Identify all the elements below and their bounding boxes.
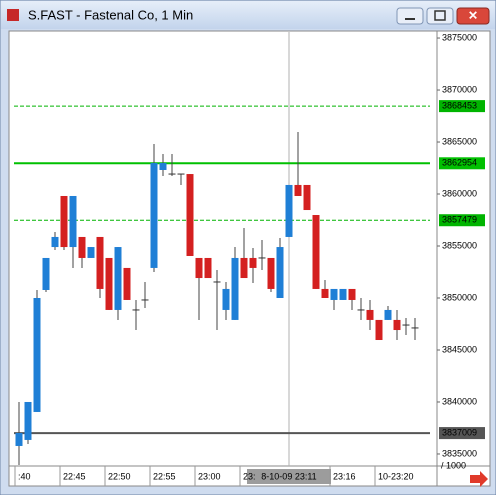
candle-body [24, 401, 32, 440]
candle-body [186, 174, 194, 256]
candle-body [123, 267, 131, 300]
candle-body [114, 247, 122, 310]
y-tick-label: 3870000 [442, 84, 477, 94]
candle-body [240, 257, 248, 279]
candle-body [339, 288, 347, 300]
candle-body [159, 163, 167, 170]
candle-body [132, 309, 140, 311]
x-tick-label: 22:55 [153, 471, 176, 481]
candle-body [96, 236, 104, 289]
candle-body [249, 257, 257, 268]
y-unit-label: / 1000 [441, 460, 466, 470]
candle-body [141, 299, 149, 301]
candle-body [177, 173, 185, 175]
candle-body [195, 257, 203, 279]
y-tick-label: 3855000 [442, 240, 477, 250]
crosshair-label: 8-10-09 23:11 [261, 471, 316, 481]
x-tick-label: 22:50 [108, 471, 131, 481]
candle-body [258, 257, 266, 259]
y-tick-label: 3840000 [442, 396, 477, 406]
candle-body [267, 257, 275, 289]
level-label-box [439, 427, 485, 440]
y-tick-label: 3845000 [442, 344, 477, 354]
candle-body [402, 324, 410, 326]
close-icon: ✕ [468, 9, 478, 23]
candle-body [168, 173, 176, 175]
candle-body [348, 288, 356, 300]
candle-body [42, 257, 50, 290]
level-label-box [439, 214, 485, 227]
candle-body [294, 184, 302, 196]
candle-body [366, 309, 374, 320]
x-tick-label: 23:00 [198, 471, 221, 481]
y-tick-label: 3865000 [442, 136, 477, 146]
candle-body [276, 247, 284, 298]
candle-body [15, 432, 23, 446]
crosshair-box [247, 469, 331, 484]
window-title: S.FAST - Fastenal Co, 1 Min [28, 7, 193, 22]
candle-body [375, 319, 383, 341]
candle-body [33, 297, 41, 412]
y-tick-label: 3875000 [442, 32, 477, 42]
scroll-arrow[interactable] [470, 471, 488, 487]
candle-body [312, 215, 320, 289]
maximize-icon [434, 10, 446, 21]
candle-body [222, 288, 230, 310]
x-tick-label: 22:45 [63, 471, 86, 481]
candle-body [321, 288, 329, 298]
candle-body [60, 195, 68, 248]
candle-body [150, 163, 158, 268]
candle-body [357, 309, 365, 311]
x-tick-label: 23:16 [333, 471, 356, 481]
y-tick-label: 3850000 [442, 292, 477, 302]
level-label: 3868453 [442, 100, 477, 110]
candle-body [87, 247, 95, 258]
y-tick-label: 3835000 [442, 448, 477, 458]
candle-body [69, 195, 77, 248]
level-label-box [439, 157, 485, 170]
candle-body [105, 257, 113, 310]
candle-body [285, 184, 293, 237]
candle-body [330, 288, 338, 300]
x-tick-label: 10-23:20 [378, 471, 414, 481]
candle-body [51, 236, 59, 248]
candle-body [231, 257, 239, 320]
candle-body [78, 236, 86, 258]
x-tick-label: :40 [18, 471, 31, 481]
close-button[interactable] [456, 7, 490, 25]
y-tick-label: 3860000 [442, 188, 477, 198]
candle-body [204, 257, 212, 279]
x-tick-label: 23: [243, 471, 256, 481]
app-icon [7, 9, 19, 21]
plot [14, 105, 430, 465]
minimize-button[interactable] [396, 7, 424, 25]
candle-body [411, 327, 419, 329]
level-label: 3862954 [442, 158, 477, 168]
maximize-button[interactable] [426, 7, 454, 25]
level-label-box [439, 100, 485, 113]
candle-body [303, 184, 311, 211]
level-label: 3837009 [442, 427, 477, 437]
level-label: 3857479 [442, 215, 477, 225]
candle-body [384, 309, 392, 320]
candle-body [393, 319, 401, 331]
candle-body [213, 281, 221, 283]
